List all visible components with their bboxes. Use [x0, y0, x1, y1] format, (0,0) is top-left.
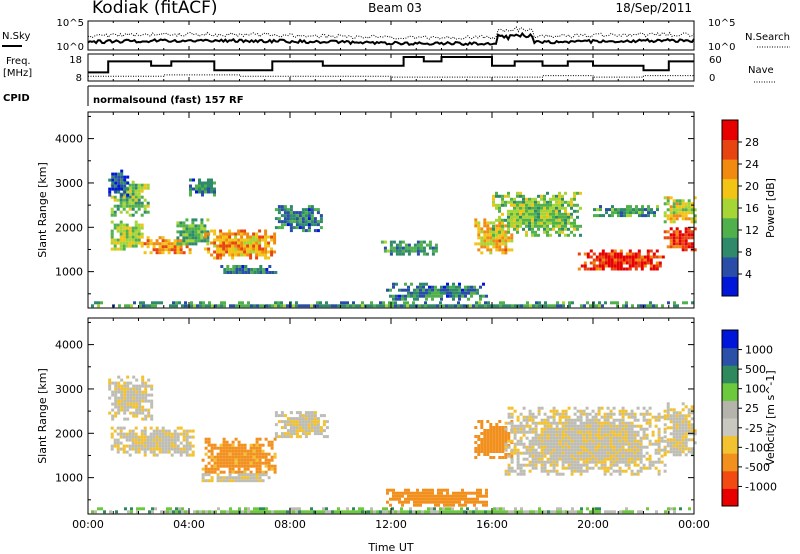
freq-left-tick-bottom: 8	[76, 73, 82, 84]
power-colorbar-tick: 16	[745, 202, 759, 215]
range-tick-label: 3000	[55, 383, 83, 396]
time-tick-label: 08:00	[274, 518, 306, 531]
noise-right-tick-top: 10^5	[708, 18, 735, 29]
noise-search-label: N.Search	[745, 32, 790, 43]
beam-title: Beam 03	[368, 1, 422, 15]
scatter-region	[110, 180, 150, 217]
noise-search-trace	[87, 26, 695, 40]
range-tick-label: 2000	[55, 427, 83, 440]
scatter-region	[91, 507, 691, 514]
velocity-colorbar-label-text: Velocity [m s^-1]	[764, 370, 777, 465]
noise-left-tick-top: 10^5	[57, 18, 84, 29]
power-colorbar-tick: 20	[745, 180, 759, 193]
scatter-region	[108, 375, 154, 421]
frequency-panel: Freq. [MHz] 18 8 60 0 Nave	[3, 53, 775, 84]
range-tick-label: 4000	[55, 133, 83, 146]
velocity-colorbar-tick: 25	[745, 402, 759, 415]
time-tick-label: 00:00	[72, 518, 104, 531]
power-colorbar-tick: 12	[745, 224, 759, 237]
power-colorbar-tick: 28	[745, 136, 759, 149]
scatter-region	[663, 196, 697, 224]
noise-sky-trace	[87, 31, 695, 47]
freq-left-tick-top: 18	[69, 55, 82, 66]
scatter-region	[577, 249, 665, 271]
scatter-region	[492, 191, 582, 237]
scatter-region	[504, 406, 667, 476]
time-tick-label: 00:00	[678, 518, 710, 531]
scatter-region	[220, 265, 278, 274]
time-tick-label: 04:00	[173, 518, 205, 531]
power-colorbar-tick: 24	[745, 158, 759, 171]
scatter-region	[108, 169, 130, 197]
nave-trace	[88, 74, 694, 78]
noise-panel: N.Sky 10^5 10^0 10^5 10^0 N.Search	[2, 18, 790, 53]
scatter-region	[663, 402, 697, 457]
velocity-colorbar-tick: 1000	[745, 344, 773, 357]
power-panel: 1000 2000 3000 4000 Slant Range [km]	[36, 111, 697, 309]
scatter-region	[204, 229, 277, 260]
date-title: 18/Sep/2011	[615, 1, 692, 15]
scatter-region	[110, 220, 144, 251]
power-colorbar: 4 8 12 16 20 24 28 Power [dB]	[721, 119, 777, 297]
velocity-ylabel: Slant Range [km]	[36, 368, 49, 464]
scatter-region	[386, 488, 488, 507]
scatter-region	[593, 205, 659, 218]
power-colorbar-tick: 8	[745, 246, 752, 259]
noise-left-tick-bottom: 10^0	[57, 42, 84, 53]
scatter-region	[386, 282, 488, 301]
scatter-region	[189, 178, 216, 197]
scatter-region	[274, 411, 329, 439]
time-tick-label: 16:00	[476, 518, 508, 531]
cpid-label: CPID	[3, 93, 30, 104]
time-tick-label: 20:00	[577, 518, 609, 531]
power-colorbar-label: Power [dB]	[764, 178, 777, 238]
velocity-colorbar-tick: 500	[745, 363, 766, 376]
freq-label-line1: Freq.	[6, 56, 31, 67]
scatter-region	[201, 437, 277, 474]
velocity-colorbar-tick: 100	[745, 383, 766, 396]
velocity-panel: 1000 2000 3000 4000 00:00 04:00 08:00 12:00 16:…	[36, 317, 710, 554]
scatter-region	[380, 240, 438, 256]
time-axis-label: Time UT	[367, 541, 413, 554]
noise-sky-label: N.Sky	[2, 31, 30, 42]
power-colorbar-tick: 4	[745, 268, 752, 281]
scatter-region	[274, 205, 323, 233]
scatter-region	[201, 473, 271, 483]
range-tick-label: 1000	[55, 472, 83, 485]
freq-label-line2: [MHz]	[3, 68, 32, 79]
scatter-region	[663, 227, 697, 252]
power-ylabel: Slant Range [km]	[36, 162, 49, 258]
range-tick-label: 3000	[55, 177, 83, 190]
velocity-colorbar-tick: -25	[745, 422, 763, 435]
velocity-colorbar-label: Velocity [m s^-1]	[764, 370, 777, 465]
freq-right-tick-bottom: 0	[709, 73, 715, 84]
scatter-region	[110, 426, 195, 457]
freq-right-tick-top: 60	[709, 55, 722, 66]
velocity-colorbar-tick: -100	[745, 441, 770, 454]
range-tick-label: 2000	[55, 221, 83, 234]
velocity-colorbar-tick: -1000	[745, 480, 777, 493]
range-tick-label: 1000	[55, 266, 83, 279]
range-tick-label: 4000	[55, 339, 83, 352]
noise-right-tick-bottom: 10^0	[708, 42, 735, 53]
velocity-colorbar: 1000 500 100 25 -25 -100 -500 -1000 Velocity [m…	[721, 329, 777, 507]
velocity-colorbar-tick: -500	[745, 461, 770, 474]
scatter-region	[176, 218, 210, 246]
nave-label: Nave	[748, 65, 774, 76]
scatter-region	[143, 236, 192, 255]
station-title: Kodiak (fitACF)	[92, 0, 218, 18]
time-tick-label: 12:00	[375, 518, 407, 531]
frequency-trace	[88, 56, 694, 74]
cpid-program: normalsound (fast) 157 RF	[93, 95, 244, 106]
